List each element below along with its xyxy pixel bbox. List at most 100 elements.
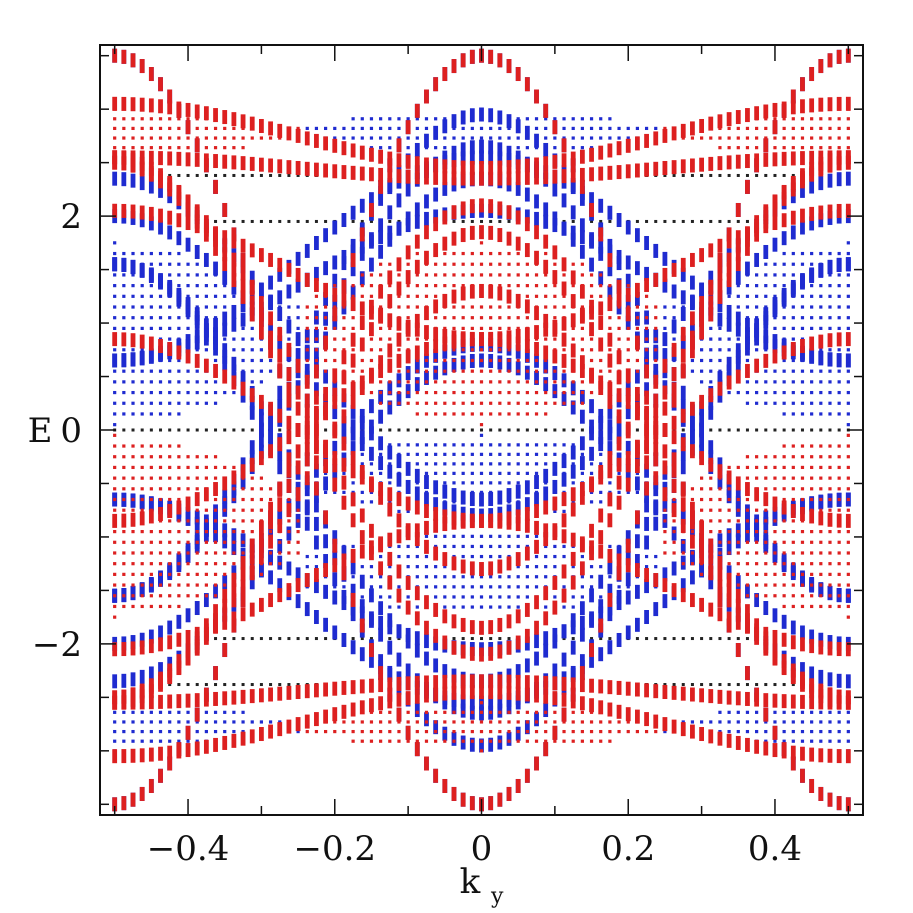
- continuum-point: [617, 471, 621, 475]
- continuum-point: [498, 380, 502, 384]
- continuum-point: [553, 565, 557, 569]
- continuum-point: [553, 471, 557, 475]
- band-point: [589, 147, 594, 162]
- continuum-point: [800, 326, 805, 331]
- band-point: [552, 349, 558, 364]
- band-point: [809, 98, 815, 113]
- band-point: [442, 181, 448, 196]
- continuum-point: [479, 605, 484, 609]
- band-point: [304, 272, 310, 287]
- flat-level-point: [498, 428, 502, 432]
- continuum-point: [507, 575, 511, 579]
- band-point: [424, 595, 429, 610]
- continuum-point: [544, 412, 548, 416]
- continuum-point: [122, 305, 126, 309]
- band-point: [139, 350, 145, 365]
- continuum-point: [507, 117, 511, 121]
- band-point: [213, 327, 218, 342]
- flat-level-point: [397, 428, 401, 432]
- band-point: [222, 230, 228, 245]
- band-point: [424, 503, 429, 518]
- band-point: [708, 307, 714, 322]
- band-point: [708, 405, 714, 420]
- band-point: [635, 335, 640, 350]
- band-point: [130, 53, 136, 68]
- continuum-point: [690, 358, 695, 363]
- band-point: [644, 437, 649, 452]
- flat-level-point: [269, 683, 273, 687]
- band-point: [625, 220, 631, 235]
- band-point: [451, 515, 457, 530]
- continuum-point: [177, 729, 181, 734]
- flat-level-point: [122, 428, 126, 432]
- flat-level-point: [360, 219, 364, 223]
- band-point: [295, 594, 301, 609]
- band-point: [781, 654, 787, 669]
- continuum-point: [846, 604, 850, 609]
- band-point: [506, 160, 512, 175]
- band-point: [323, 459, 328, 474]
- band-point: [827, 641, 833, 656]
- band-point: [341, 704, 347, 719]
- continuum-point: [810, 294, 814, 298]
- continuum-point: [369, 595, 374, 599]
- continuum-point: [580, 326, 584, 331]
- band-point: [579, 561, 585, 576]
- band-point: [424, 211, 429, 226]
- band-point: [158, 694, 163, 709]
- continuum-point: [195, 572, 199, 576]
- band-point: [818, 262, 824, 277]
- flat-level-point: [745, 173, 749, 177]
- continuum-point: [342, 544, 346, 549]
- continuum-point: [388, 605, 392, 609]
- continuum-point: [379, 126, 383, 131]
- continuum-point: [443, 534, 447, 538]
- continuum-point: [443, 294, 447, 298]
- continuum-point: [479, 401, 484, 405]
- band-point: [818, 511, 824, 526]
- continuum-point: [379, 273, 383, 277]
- band-point: [323, 682, 328, 697]
- continuum-point: [342, 490, 346, 494]
- band-point: [625, 538, 631, 553]
- band-point: [570, 694, 576, 709]
- continuum-point: [764, 337, 768, 341]
- band-point: [268, 724, 273, 739]
- continuum-point: [489, 348, 493, 352]
- continuum-point: [149, 739, 153, 743]
- continuum-point: [800, 572, 805, 576]
- continuum-point: [149, 594, 153, 598]
- band-point: [424, 133, 429, 148]
- band-point: [680, 307, 686, 322]
- band-point: [414, 631, 420, 646]
- continuum-point: [424, 412, 429, 416]
- band-point: [460, 142, 466, 157]
- continuum-point: [268, 562, 273, 566]
- flat-level-point: [489, 428, 493, 432]
- band-point: [809, 778, 815, 793]
- continuum-point: [782, 369, 786, 373]
- continuum-point: [369, 462, 374, 466]
- continuum-point: [837, 358, 841, 363]
- continuum-point: [369, 337, 374, 341]
- band-point: [616, 545, 622, 560]
- band-point: [616, 213, 622, 228]
- continuum-point: [745, 583, 750, 587]
- continuum-point: [406, 136, 410, 140]
- band-point: [259, 282, 264, 297]
- continuum-point: [599, 273, 603, 277]
- continuum-point: [177, 251, 181, 256]
- continuum-point: [204, 262, 208, 266]
- continuum-point: [553, 305, 557, 309]
- continuum-point: [388, 358, 392, 363]
- continuum-point: [223, 562, 227, 566]
- continuum-point: [149, 251, 153, 256]
- band-point: [451, 59, 457, 74]
- flat-level-point: [259, 683, 263, 687]
- band-point: [635, 534, 640, 549]
- flat-level-point: [791, 173, 795, 177]
- band-point: [213, 666, 218, 681]
- band-point: [552, 270, 558, 285]
- band-point: [213, 363, 218, 378]
- continuum-point: [755, 594, 759, 598]
